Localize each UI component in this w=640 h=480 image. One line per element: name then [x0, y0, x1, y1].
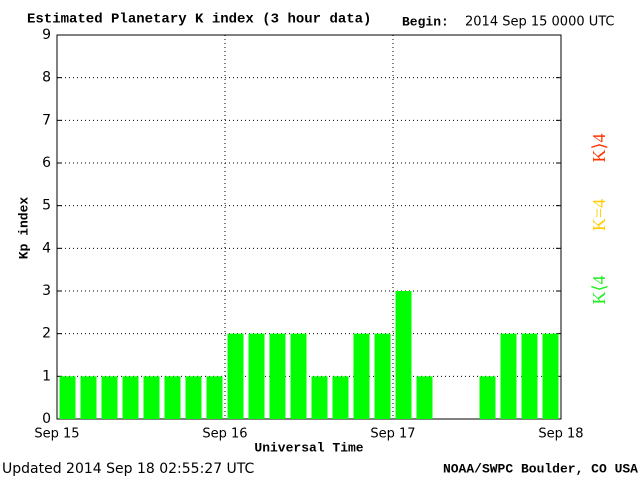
bar — [185, 376, 202, 419]
plot-frame — [56, 34, 562, 420]
bar — [374, 333, 391, 419]
bar — [521, 333, 538, 419]
chart-title: Estimated Planetary K index (3 hour data… — [27, 12, 371, 28]
bar — [80, 376, 97, 419]
bar — [248, 333, 265, 419]
legend-entry: K⟨4 — [589, 275, 609, 304]
legend-entry: K=4 — [589, 199, 609, 231]
y-tick-label: 3 — [42, 283, 51, 299]
bar — [227, 333, 244, 419]
bar — [269, 333, 286, 419]
y-tick-label: 6 — [42, 155, 51, 171]
bar — [101, 376, 118, 419]
y-axis-label: Kp index — [16, 197, 31, 260]
legend-entry: K⟩4 — [589, 133, 609, 162]
bar — [143, 376, 160, 419]
bar — [59, 376, 76, 419]
y-tick-label: 8 — [42, 70, 51, 86]
y-tick-label: 5 — [42, 198, 51, 214]
source: NOAA/SWPC Boulder, CO USA — [443, 461, 638, 476]
y-tick-label: 2 — [42, 326, 51, 342]
x-tick-label: Sep 15 — [34, 427, 79, 442]
bar — [353, 333, 370, 419]
bar — [395, 291, 412, 419]
bar — [311, 376, 328, 419]
updated: Updated 2014 Sep 18 02:55:27 UTC — [2, 461, 255, 477]
y-tick-label: 1 — [42, 368, 51, 384]
bar — [206, 376, 223, 419]
bar — [416, 376, 433, 419]
x-tick-label: Sep 18 — [538, 427, 583, 442]
y-tick-label: 7 — [42, 112, 51, 128]
x-tick-label: Sep 17 — [370, 427, 415, 442]
y-tick-label: 9 — [42, 27, 51, 43]
y-tick-label: 0 — [42, 411, 51, 427]
begin-label: Begin: — [402, 14, 449, 29]
bar — [542, 333, 559, 419]
bar — [122, 376, 139, 419]
bar — [500, 333, 517, 419]
bar — [332, 376, 349, 419]
x-axis-label: Universal Time — [254, 440, 363, 455]
y-tick-label: 4 — [42, 240, 51, 256]
bar — [479, 376, 496, 419]
x-tick-label: Sep 16 — [202, 427, 247, 442]
begin-time: 2014 Sep 15 0000 UTC — [465, 15, 615, 30]
bar — [164, 376, 181, 419]
bar — [290, 333, 307, 419]
